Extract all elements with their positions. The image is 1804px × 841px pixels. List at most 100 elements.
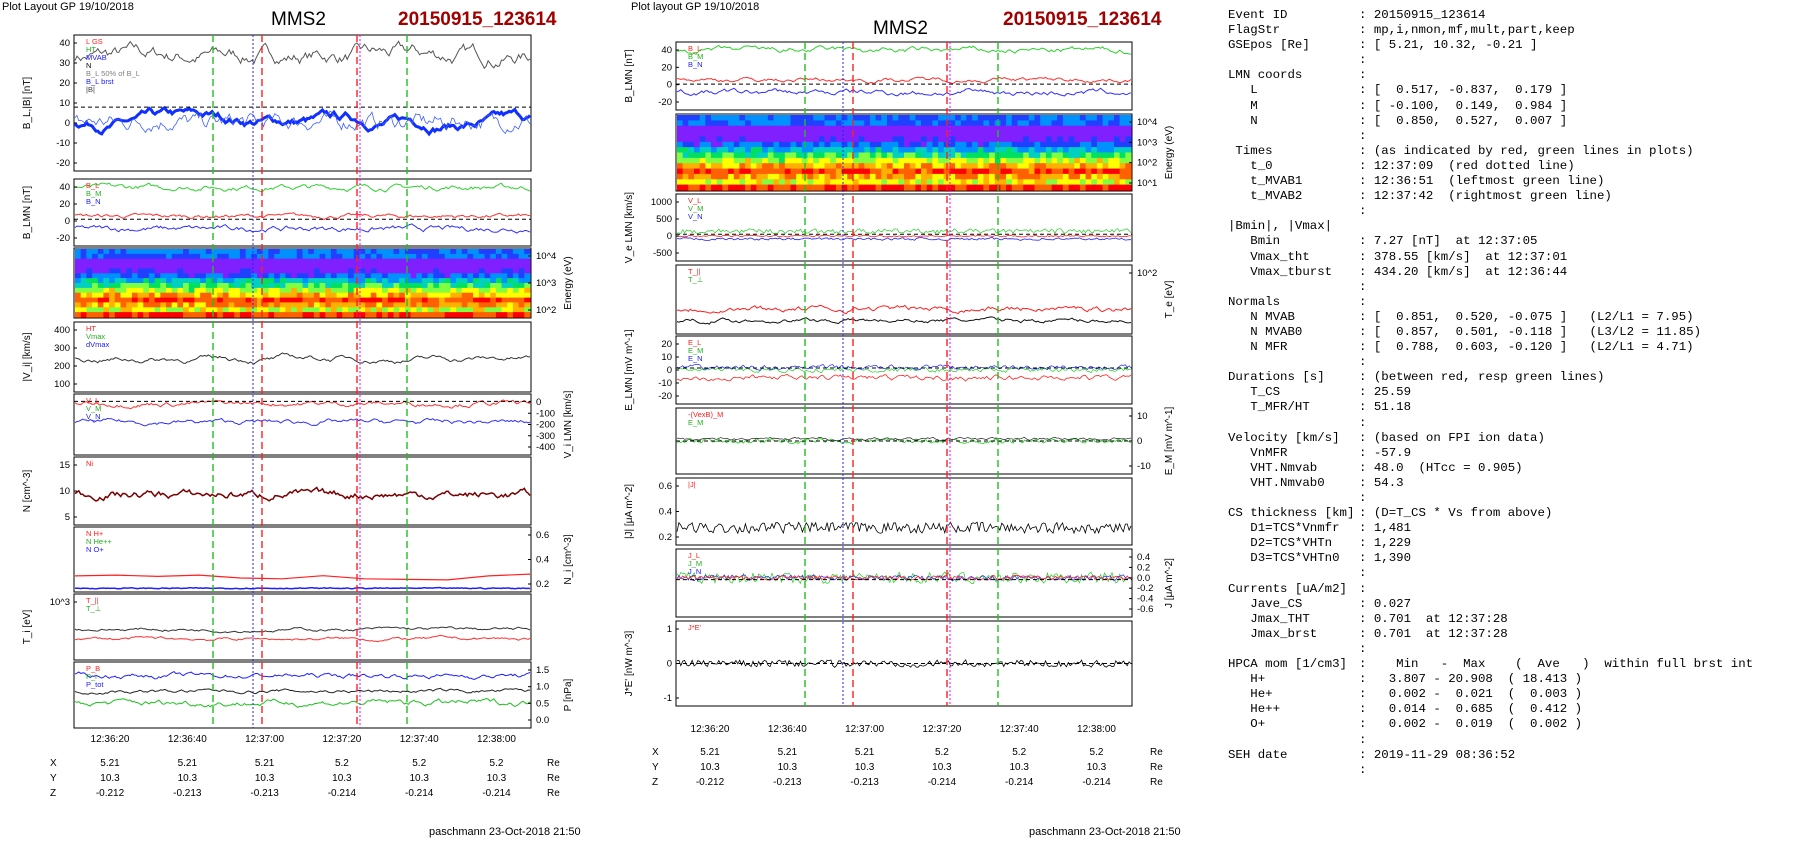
summary-value: : 0.002 - 0.021 ( 0.003 ) xyxy=(1359,687,1583,702)
data-series-line xyxy=(74,182,531,193)
panel-frame xyxy=(675,548,1133,618)
coord-unit: Re xyxy=(1150,747,1163,758)
summary-key: LMN coords xyxy=(1228,68,1303,83)
legend-entry: V_N xyxy=(688,212,703,221)
left-spacecraft-title: MMS2 xyxy=(271,9,326,30)
summary-value: : 12:37:09 (red dotted line) xyxy=(1359,158,1575,173)
data-series-line xyxy=(74,417,531,427)
summary-value: : 7.27 [nT] at 12:37:05 xyxy=(1359,234,1538,249)
time-tick-label: 12:37:00 xyxy=(245,734,284,745)
summary-row: : xyxy=(1228,642,1798,657)
legend-entry: E_L xyxy=(688,338,701,347)
summary-key: t_MVAB1 xyxy=(1228,174,1303,189)
summary-row: : xyxy=(1228,355,1798,370)
summary-row: HPCA mom [1/cm3] : Min - Max ( Ave ) with… xyxy=(1228,657,1798,672)
data-series-line xyxy=(676,76,1132,85)
tick-label: 0.4 xyxy=(1137,552,1150,563)
legend-entry: HT xyxy=(86,45,96,54)
legend-entry: B_L 50% of B_L xyxy=(86,69,140,78)
summary-row: |Bmin|, |Vmax| xyxy=(1228,219,1798,234)
legend-entry: B_L brst xyxy=(86,77,115,86)
tick-label: 1.0 xyxy=(536,682,549,693)
summary-row: : xyxy=(1228,129,1798,144)
summary-key: D2=TCS*VHTn xyxy=(1228,536,1333,551)
summary-row: : xyxy=(1228,491,1798,506)
coord-value: -0.214 xyxy=(1005,777,1034,788)
summary-row: : xyxy=(1228,280,1798,295)
left-footer: paschmann 23-Oct-2018 21:50 xyxy=(429,826,581,838)
axis-label: B_LMN [nT] xyxy=(22,186,33,240)
summary-row: Vmax_tburst: 434.20 [km/s] at 12:36:44 xyxy=(1228,265,1798,280)
coord-axis-label: X xyxy=(50,758,57,769)
coord-axis-label: Y xyxy=(652,762,659,773)
panel-frame xyxy=(73,178,532,247)
summary-row: N MFR: [ 0.788, 0.603, -0.120 ] (L2/L1 =… xyxy=(1228,340,1798,355)
summary-key: t_0 xyxy=(1228,158,1273,173)
summary-value: : xyxy=(1359,355,1367,370)
summary-key: Jave_CS xyxy=(1228,596,1303,611)
summary-value: : xyxy=(1359,566,1367,581)
tick-label: 0.6 xyxy=(536,530,549,541)
tick-label: 0 xyxy=(65,216,70,227)
summary-key: N MFR xyxy=(1228,340,1288,355)
tick-label: -100 xyxy=(536,408,555,419)
coord-value: 10.3 xyxy=(332,773,352,784)
summary-value: : [ 0.857, 0.501, -0.118 ] (L3/L2 = 11.8… xyxy=(1359,324,1702,339)
tick-label: 0 xyxy=(536,397,541,408)
summary-value: : (based on FPI ion data) xyxy=(1359,430,1545,445)
middle-footer: paschmann 23-Oct-2018 21:50 xyxy=(1029,826,1181,838)
coord-value: 10.3 xyxy=(932,762,952,773)
energy-spectrogram xyxy=(677,115,1132,191)
tick-label: 0.2 xyxy=(536,579,549,590)
data-series-line xyxy=(74,634,531,643)
coord-value: 5.2 xyxy=(1090,747,1104,758)
summary-key: Normals xyxy=(1228,294,1281,309)
legend-entry: N He++ xyxy=(86,537,112,546)
tick-label: 0 xyxy=(667,659,672,670)
coord-value: 10.3 xyxy=(487,773,507,784)
tick-label: -0.2 xyxy=(1137,583,1153,594)
summary-value: : -57.9 xyxy=(1359,445,1412,460)
summary-value: : xyxy=(1359,279,1367,294)
summary-row: VnMFR: -57.9 xyxy=(1228,446,1798,461)
data-series-line xyxy=(676,659,1132,668)
tick-label: 10^2 xyxy=(1137,268,1157,279)
summary-key: He++ xyxy=(1228,702,1281,717)
summary-key: Event ID xyxy=(1228,8,1288,22)
legend-entry: T_|| xyxy=(688,267,701,276)
coord-value: 10.3 xyxy=(700,762,720,773)
coord-value: -0.214 xyxy=(1082,777,1111,788)
axis-label: Energy (eV) xyxy=(563,256,574,309)
coord-value: 5.2 xyxy=(335,758,349,769)
summary-row: VHT.Nmvab0: 54.3 xyxy=(1228,476,1798,491)
summary-key: HPCA mom [1/cm3] xyxy=(1228,657,1347,672)
summary-row: H+: 3.807 - 20.908 ( 18.413 ) xyxy=(1228,672,1798,687)
summary-row: D1=TCS*Vnmfr: 1,481 xyxy=(1228,521,1798,536)
summary-value: : [ 0.517, -0.837, 0.179 ] xyxy=(1359,83,1568,98)
summary-key: He+ xyxy=(1228,687,1273,702)
legend-entry: |J| xyxy=(688,480,696,489)
summary-row: : xyxy=(1228,53,1798,68)
summary-key: VHT.Nmvab0 xyxy=(1228,475,1325,490)
axis-label: B_LMN [nT] xyxy=(624,49,635,103)
summary-row: : xyxy=(1228,733,1798,748)
summary-row: Vmax_tht: 378.55 [km/s] at 12:37:01 xyxy=(1228,250,1798,265)
coord-value: -0.213 xyxy=(850,777,879,788)
summary-key: SEH date xyxy=(1228,747,1288,762)
tick-label: -400 xyxy=(536,442,555,453)
legend-entry: B_L xyxy=(86,181,99,190)
summary-row: LMN coords: xyxy=(1228,68,1798,83)
summary-key: D3=TCS*VHTn0 xyxy=(1228,551,1340,566)
time-tick-label: 12:36:20 xyxy=(691,724,730,735)
summary-value: : 0.701 at 12:37:28 xyxy=(1359,611,1508,626)
summary-value: : Min - Max ( Ave ) within full brst int xyxy=(1359,657,1754,672)
coord-axis-label: Z xyxy=(652,777,658,788)
panel-frame xyxy=(73,321,532,393)
summary-value: : xyxy=(1359,762,1367,777)
summary-value: : [ 0.850, 0.527, 0.007 ] xyxy=(1359,113,1568,128)
data-series-line xyxy=(676,521,1132,535)
panel-frame xyxy=(73,661,532,729)
middle-event-id: 20150915_123614 xyxy=(1003,9,1162,30)
legend-entry: HT xyxy=(86,324,96,333)
data-series-line xyxy=(676,234,1132,238)
